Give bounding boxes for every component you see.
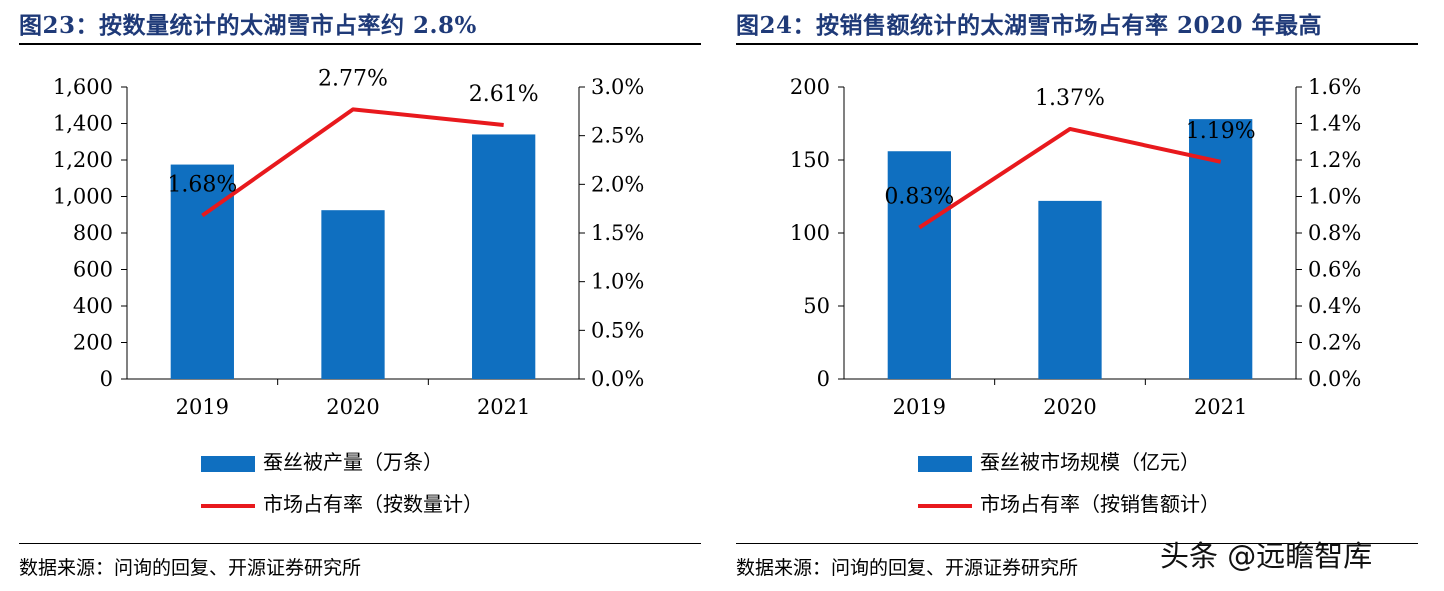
y-tick-label-left: 1,000: [53, 185, 113, 209]
title-divider: [736, 43, 1418, 45]
x-tick-label: 2019: [176, 395, 229, 419]
legend-swatch-bar: [201, 455, 255, 472]
legend-item-line: 市场占有率（按数量计）: [201, 488, 483, 517]
figure-title: 图23：按数量统计的太湖雪市占率约 2.8%: [19, 12, 477, 39]
figure-title: 图24：按销售额统计的太湖雪市场占有率 2020 年最高: [736, 12, 1323, 39]
combo-chart-quantity: 0 200 400 600 800 1,000 1,200 1,400 1,600 0.0% 0.5…: [53, 66, 644, 419]
y-tick-label-left: 100: [790, 221, 830, 245]
y-tick-label-left: 1,200: [53, 148, 113, 172]
y-tick-label-left: 50: [803, 294, 830, 318]
y-tick-label-left: 400: [73, 294, 113, 318]
y-tick-label-left: 0: [817, 367, 830, 391]
y-tick-label-left: 800: [73, 221, 113, 245]
chart-panel-right: 图24：按销售额统计的太湖雪市场占有率 2020 年最高 0 50 100 150 20…: [722, 0, 1422, 591]
share-line: [201, 107, 504, 218]
y-tick-label-right: 2.0%: [591, 172, 644, 196]
source-divider: [736, 543, 1418, 544]
y-tick-label-right: 1.5%: [591, 221, 644, 245]
legend-label-line: 市场占有率（按数量计）: [263, 492, 483, 516]
x-tick-label: 2020: [1043, 395, 1096, 419]
legend-swatch-line: [918, 503, 972, 508]
x-tick-label: 2019: [893, 395, 946, 419]
y-tick-label-left: 150: [790, 148, 830, 172]
bar: [1189, 119, 1253, 379]
y-tick-label-right: 3.0%: [591, 75, 644, 99]
y-tick-label-right: 0.0%: [591, 367, 644, 391]
y-tick-label-left: 1,600: [53, 75, 113, 99]
bar: [1038, 200, 1102, 379]
watermark-text: 头条 @远瞻智库: [1160, 539, 1373, 573]
combo-chart-sales: 0 50 100 150 200 0.0% 0.2% 0.4% 0.6% 0.8% 1.0% 1.2%…: [790, 75, 1361, 419]
y-tick-label-right: 1.0%: [591, 270, 644, 294]
y-tick-label-right: 1.0%: [1308, 185, 1361, 209]
bar: [321, 210, 385, 379]
y-tick-label-left: 600: [73, 258, 113, 282]
x-tick-label: 2021: [477, 395, 530, 419]
x-tick-label: 2021: [1194, 395, 1247, 419]
data-label: 2.61%: [469, 82, 539, 107]
bar: [472, 134, 536, 379]
y-tick-label-left: 1,400: [53, 112, 113, 136]
legend-label-line: 市场占有率（按销售额计）: [980, 492, 1220, 516]
y-tick-label-right: 1.4%: [1308, 112, 1361, 136]
source-note: 数据来源：问询的回复、开源证券研究所: [736, 557, 1079, 579]
data-label: 0.83%: [884, 185, 954, 210]
data-label: 2.77%: [318, 66, 388, 91]
legend-swatch-bar: [918, 455, 972, 472]
y-tick-label-left: 0: [100, 367, 113, 391]
y-tick-label-right: 0.8%: [1308, 221, 1361, 245]
y-tick-label-right: 0.5%: [591, 318, 644, 342]
y-tick-label-right: 1.6%: [1308, 75, 1361, 99]
y-tick-label-right: 0.4%: [1308, 294, 1361, 318]
data-label: 1.37%: [1035, 86, 1105, 111]
legend-item-line: 市场占有率（按销售额计）: [918, 488, 1220, 517]
x-tick-label: 2020: [326, 395, 379, 419]
legend-item-bar: 蚕丝被市场规模（亿元）: [918, 446, 1200, 475]
y-tick-label-right: 0.2%: [1308, 331, 1361, 355]
share-line: [918, 126, 1222, 230]
legend-label-bar: 蚕丝被市场规模（亿元）: [980, 450, 1200, 474]
y-tick-label-right: 1.2%: [1308, 148, 1361, 172]
chart-panel-left: 图23：按数量统计的太湖雪市占率约 2.8% 0 200 400 600 800 1,00…: [5, 0, 705, 591]
legend-label-bar: 蚕丝被产量（万条）: [263, 450, 443, 474]
data-label: 1.68%: [167, 172, 237, 197]
bar: [887, 151, 951, 379]
source-note: 数据来源：问询的回复、开源证券研究所: [19, 557, 362, 579]
data-label: 1.19%: [1186, 119, 1256, 144]
legend-swatch-line: [201, 503, 255, 508]
y-tick-label-left: 200: [790, 75, 830, 99]
y-tick-label-right: 0.6%: [1308, 258, 1361, 282]
title-divider: [19, 43, 701, 45]
y-tick-label-left: 200: [73, 331, 113, 355]
y-tick-label-right: 2.5%: [591, 124, 644, 148]
source-divider: [19, 543, 701, 544]
y-tick-label-right: 0.0%: [1308, 367, 1361, 391]
legend-item-bar: 蚕丝被产量（万条）: [201, 446, 443, 475]
